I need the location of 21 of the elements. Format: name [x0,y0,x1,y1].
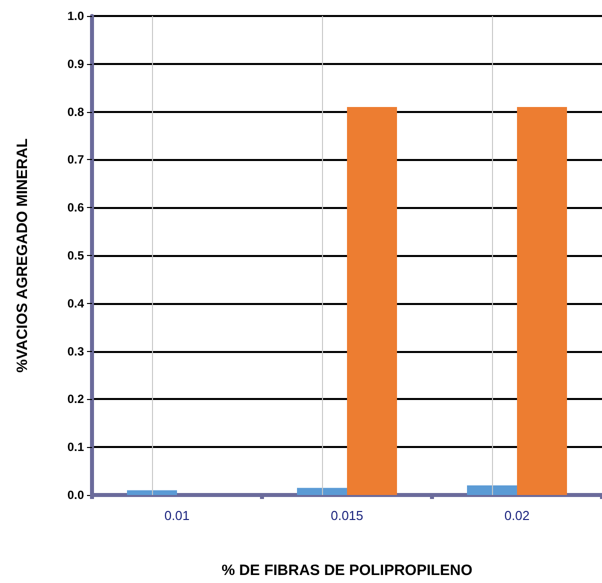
y-tick-label: 0.7 [67,152,84,167]
y-tick-label: 0.5 [67,248,84,262]
y-tick-label: 0.0 [67,488,84,502]
bar [517,107,567,495]
bar [127,490,177,495]
y-tick-label: 0.8 [67,104,84,119]
x-tick-label: 0.015 [330,508,364,523]
y-axis-title: %VACIOS AGREGADO MINERAL [14,138,31,373]
bar [347,107,397,495]
y-tick-label: 0.3 [67,344,84,358]
bar [467,485,517,495]
y-tick-label: 0.1 [67,440,84,454]
x-tick-label: 0.01 [164,508,190,523]
x-axis-title: % DE FIBRAS DE POLIPROPILENO [222,562,473,579]
x-tick-label: 0.02 [504,508,530,523]
y-tick-label: 0.6 [67,200,84,215]
bar [297,488,347,495]
y-tick-label: 1.0 [67,9,84,23]
y-tick-label: 0.4 [67,296,84,310]
y-tick-label: 0.9 [67,56,84,71]
y-tick-label: 0.2 [67,392,84,406]
